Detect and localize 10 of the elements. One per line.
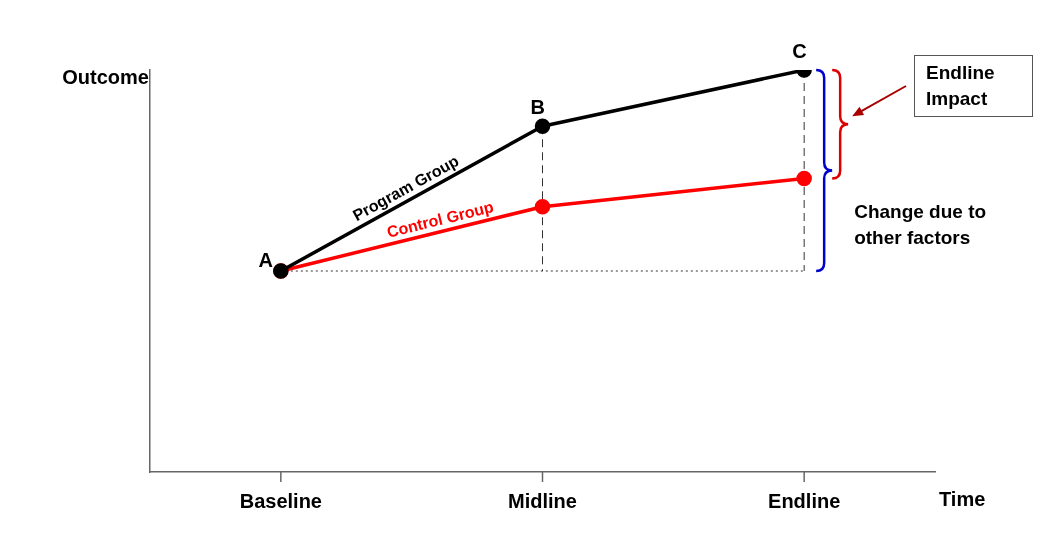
annotation: C <box>792 39 807 62</box>
annotation: B <box>530 95 545 118</box>
annotation: Change due to other factors <box>854 199 988 250</box>
y-axis-title: Outcome <box>62 65 149 88</box>
x-tick-label: Endline <box>768 489 841 512</box>
text: Endline Impact <box>914 55 1033 117</box>
x-tick-label: Midline <box>508 489 577 512</box>
x-tick-label: Baseline <box>239 489 322 512</box>
annotation: A <box>258 248 273 271</box>
x-axis-title: Time <box>939 487 986 510</box>
